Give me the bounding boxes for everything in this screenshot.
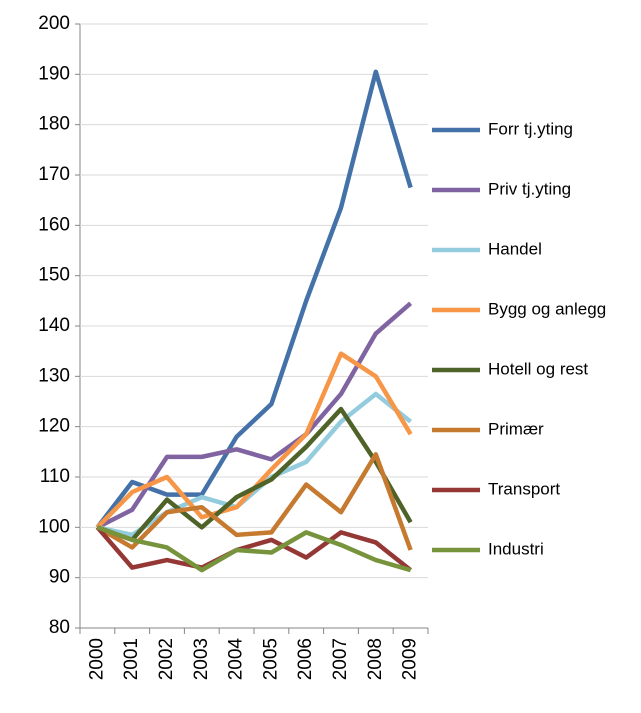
x-tick-label: 2005 <box>260 638 281 680</box>
y-tick-label: 100 <box>38 516 70 537</box>
y-tick-label: 110 <box>40 466 70 487</box>
y-tick-label: 120 <box>38 416 70 437</box>
y-tick-label: 170 <box>38 164 70 185</box>
series-line <box>96 525 412 573</box>
legend-label: Priv tj.yting <box>488 179 571 198</box>
legend-label: Handel <box>488 239 542 258</box>
x-tick-label: 2004 <box>226 638 247 681</box>
y-tick-label: 180 <box>38 114 70 135</box>
series-line <box>96 391 413 538</box>
legend-label: Bygg og anlegg <box>488 299 606 318</box>
y-tick-label: 150 <box>38 265 70 286</box>
x-tick-label: 2001 <box>121 638 142 680</box>
y-tick-label: 200 <box>38 13 70 34</box>
series-line <box>95 525 413 572</box>
y-tick-label: 190 <box>38 63 70 84</box>
x-tick-label: 2006 <box>295 638 316 680</box>
y-tick-label: 90 <box>49 567 70 588</box>
series-line <box>96 452 413 551</box>
x-tick-label: 2008 <box>365 638 386 680</box>
legend-label: Primær <box>488 419 544 438</box>
legend-label: Hotell og rest <box>488 359 588 378</box>
series-line <box>96 406 413 543</box>
x-tick-label: 2007 <box>330 638 351 680</box>
legend-label: Transport <box>488 479 560 498</box>
x-tick-label: 2000 <box>86 638 107 680</box>
x-tick-label: 2003 <box>191 638 212 680</box>
y-tick-label: 80 <box>49 617 70 638</box>
x-tick-label: 2002 <box>156 638 177 680</box>
legend-label: Industri <box>488 539 544 558</box>
y-tick-label: 140 <box>38 315 70 336</box>
x-tick-label: 2009 <box>400 638 421 680</box>
series-line <box>95 69 413 529</box>
y-tick-label: 160 <box>38 214 70 235</box>
legend-label: Forr tj.yting <box>488 119 573 138</box>
y-tick-label: 130 <box>38 365 70 386</box>
